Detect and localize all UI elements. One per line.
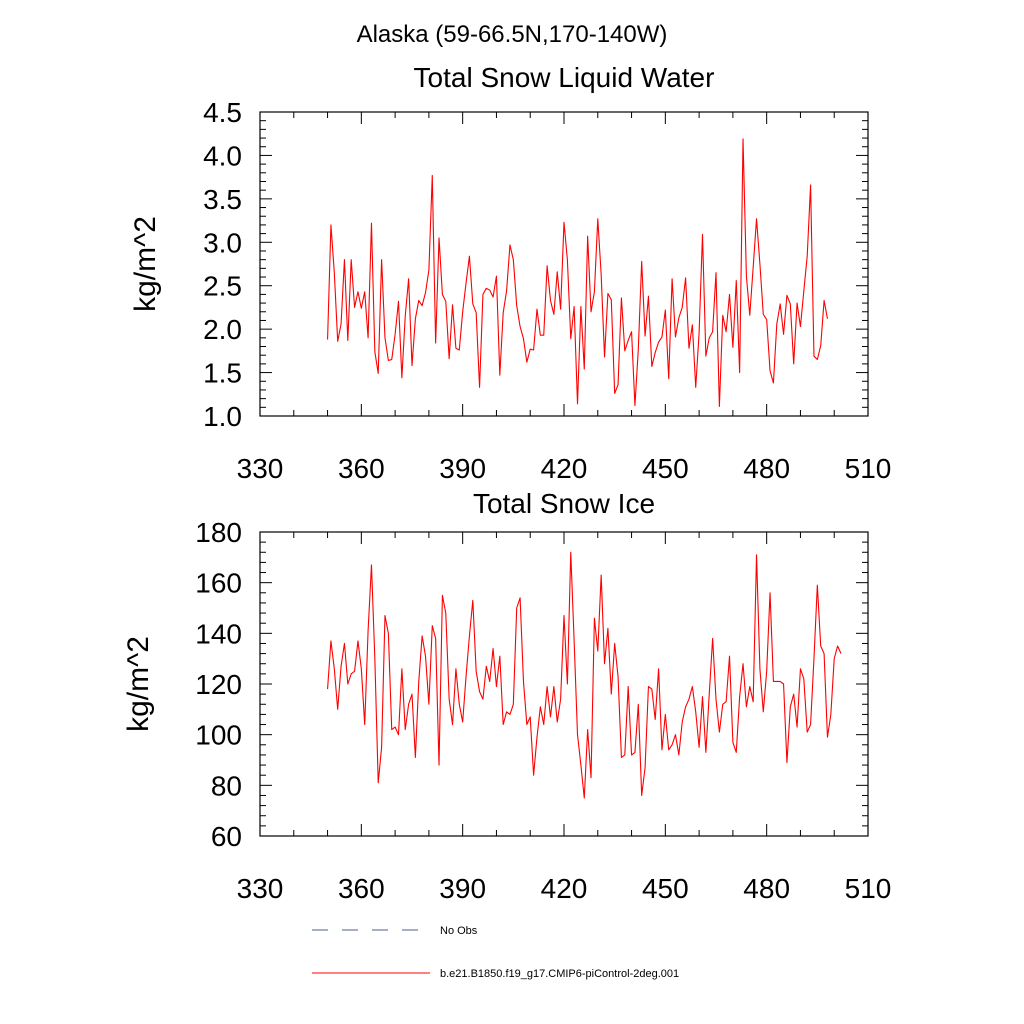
chart-title: Total Snow Liquid Water: [414, 62, 715, 93]
y-axis-label: kg/m^2: [122, 636, 155, 732]
y-tick-label: 4.0: [203, 140, 242, 171]
x-tick-label: 360: [338, 453, 385, 484]
y-tick-label: 4.5: [203, 97, 242, 128]
series-line: [327, 138, 829, 408]
x-tick-label: 480: [743, 873, 790, 904]
panel-total-snow-liquid-water: Total Snow Liquid Water kg/m^2 330 360 390 42…: [129, 62, 891, 484]
x-tick-label: 360: [338, 873, 385, 904]
y-tick-label: 2.0: [203, 314, 242, 345]
y-tick-label: 1.0: [203, 401, 242, 432]
x-tick-label: 420: [541, 873, 588, 904]
x-tick-label: 420: [541, 453, 588, 484]
plot-frame: [259, 531, 869, 837]
legend-label-no-obs: No Obs: [440, 925, 478, 937]
y-tick-label: 180: [195, 517, 242, 548]
x-tick-label: 510: [845, 873, 892, 904]
y-tick-label: 80: [211, 770, 242, 801]
x-tick-label: 510: [845, 453, 892, 484]
y-tick-label: 160: [195, 568, 242, 599]
y-tick-label: 2.5: [203, 271, 242, 302]
y-tick-label: 3.5: [203, 184, 242, 215]
y-tick-label: 1.5: [203, 358, 242, 389]
plot-frame: [259, 111, 869, 417]
x-tick-label: 330: [237, 873, 284, 904]
x-tick-label: 390: [439, 453, 486, 484]
figure-title: Alaska (59-66.5N,170-140W): [357, 21, 668, 48]
panel-total-snow-ice: Total Snow Ice kg/m^2 330 360 390 420 450 480 51…: [122, 488, 891, 904]
y-axis-label: kg/m^2: [129, 216, 162, 312]
x-tick-label: 330: [237, 453, 284, 484]
y-tick-label: 140: [195, 618, 242, 649]
y-tick-label: 3.0: [203, 227, 242, 258]
x-tick-label: 480: [743, 453, 790, 484]
y-tick-label: 120: [195, 669, 242, 700]
y-tick-label: 100: [195, 720, 242, 751]
y-tick-label: 60: [211, 821, 242, 852]
x-tick-label: 450: [642, 873, 689, 904]
x-tick-label: 390: [439, 873, 486, 904]
x-tick-label: 450: [642, 453, 689, 484]
chart-title: Total Snow Ice: [473, 488, 655, 519]
legend: No Obs b.e21.B1850.f19_g17.CMIP6-piContr…: [312, 925, 679, 980]
legend-label-model: b.e21.B1850.f19_g17.CMIP6-piControl-2deg…: [440, 968, 679, 980]
series-line: [327, 551, 842, 799]
